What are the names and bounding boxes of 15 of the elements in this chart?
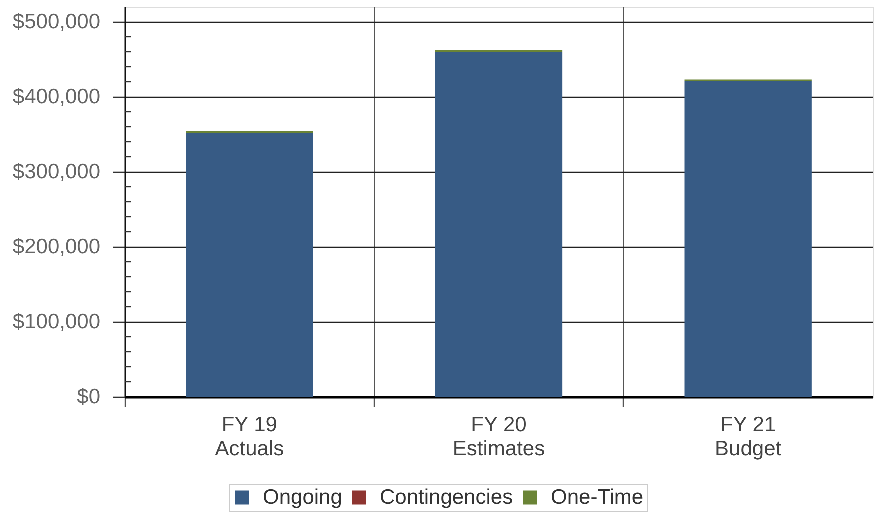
x-tick-label: FY 19 Actuals: [215, 414, 284, 460]
bar: [684, 81, 812, 397]
y-tick-label: $100,000: [12, 310, 100, 334]
y-tick-label: $200,000: [12, 236, 100, 258]
y-tick-label: $0: [77, 386, 100, 408]
y-tick-label: $300,000: [12, 160, 100, 184]
x-tick-label: FY 21 Budget: [715, 414, 782, 460]
bar: [186, 133, 314, 397]
y-tick-label: $400,000: [12, 86, 100, 108]
legend-label: One-Time: [551, 486, 644, 509]
legend-label: Contingencies: [380, 486, 514, 509]
x-tick-label: FY 20 Estimates: [452, 414, 546, 460]
bar: [435, 52, 563, 397]
y-tick-label: $500,000: [12, 10, 100, 34]
legend-label: Ongoing: [263, 486, 342, 509]
